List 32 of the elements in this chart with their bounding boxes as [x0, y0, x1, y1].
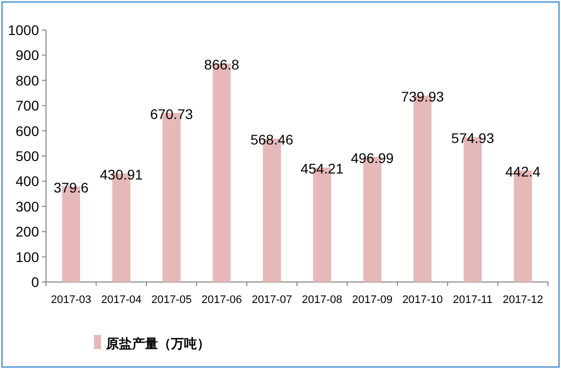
y-tick-label: 0 [31, 274, 40, 290]
data-label: 568.46 [250, 132, 294, 148]
y-tick-label: 600 [16, 122, 40, 139]
x-tick-label: 2017-10 [402, 294, 443, 306]
x-tick-label: 2017-12 [502, 294, 544, 306]
data-label: 496.99 [350, 150, 394, 166]
data-label: 454.21 [300, 160, 344, 177]
y-tick-label: 100 [16, 248, 40, 265]
x-tick-label: 2017-04 [101, 294, 142, 306]
data-label: 442.4 [505, 164, 541, 180]
data-label: 430.91 [100, 166, 143, 182]
x-tick-label: 2017-08 [302, 294, 342, 306]
y-tick-label: 900 [16, 47, 40, 64]
y-tick-label: 800 [16, 72, 40, 88]
legend-label: 原盐产量（万吨） [105, 336, 210, 351]
data-label: 379.6 [54, 179, 89, 196]
x-tick-label: 2017-03 [50, 294, 92, 306]
y-tick-label: 500 [16, 148, 40, 164]
data-label: 574.93 [451, 130, 494, 146]
x-tick-label: 2017-11 [452, 294, 492, 306]
data-label: 739.93 [401, 88, 444, 105]
x-tick-label: 2017-09 [352, 294, 392, 306]
x-tick-label: 2017-05 [151, 294, 192, 306]
data-label: 866.8 [204, 56, 240, 73]
y-tick-label: 300 [16, 198, 40, 214]
data-label: 670.73 [150, 106, 194, 122]
y-tick-label: 1000 [8, 22, 40, 38]
x-tick-label: 2017-07 [252, 294, 292, 306]
y-tick-label: 400 [16, 173, 40, 190]
x-tick-label: 2017-06 [202, 294, 242, 306]
y-tick-label: 700 [16, 98, 40, 114]
y-tick-label: 200 [16, 224, 40, 240]
